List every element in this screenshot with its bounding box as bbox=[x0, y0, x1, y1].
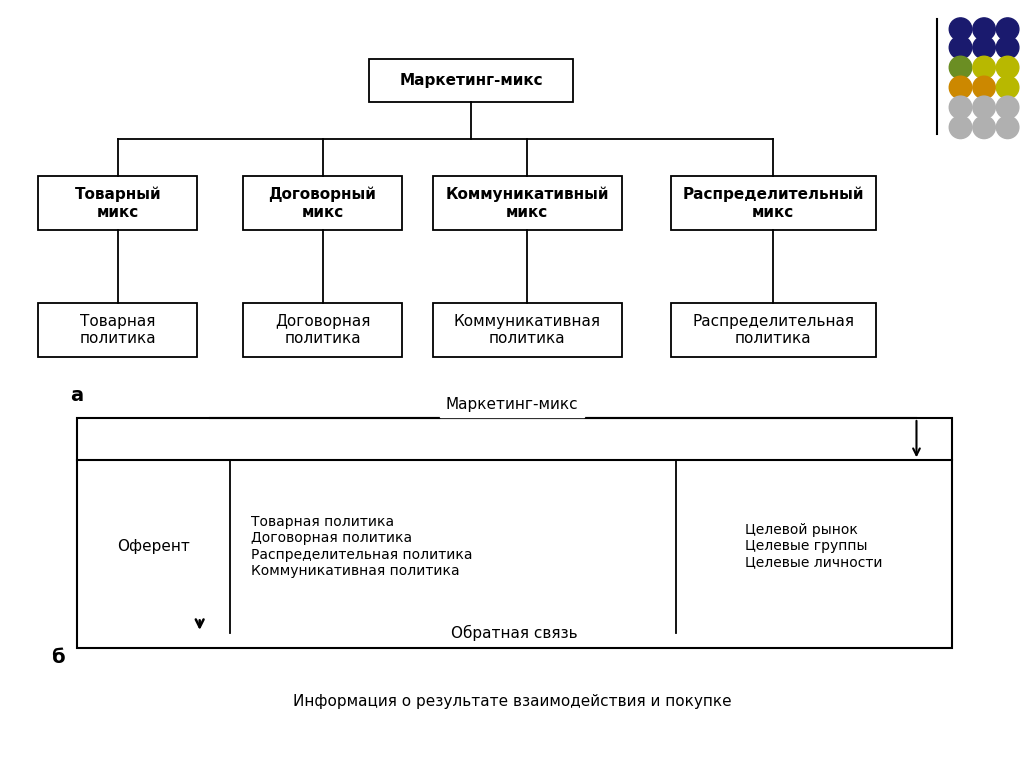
Text: б: б bbox=[51, 648, 66, 667]
Text: Коммуникативная
политика: Коммуникативная политика bbox=[454, 314, 601, 346]
Ellipse shape bbox=[949, 56, 972, 79]
FancyBboxPatch shape bbox=[671, 303, 876, 357]
Ellipse shape bbox=[949, 76, 972, 99]
Text: Информация о результате взаимодействия и покупке: Информация о результате взаимодействия и… bbox=[293, 694, 731, 709]
Text: Договорный
микс: Договорный микс bbox=[268, 187, 377, 219]
Text: Распределительная
политика: Распределительная политика bbox=[692, 314, 854, 346]
Ellipse shape bbox=[996, 116, 1019, 139]
Text: Товарная
политика: Товарная политика bbox=[80, 314, 156, 346]
Ellipse shape bbox=[973, 76, 995, 99]
Ellipse shape bbox=[996, 36, 1019, 59]
Ellipse shape bbox=[949, 116, 972, 139]
Text: а: а bbox=[71, 386, 83, 404]
Ellipse shape bbox=[996, 96, 1019, 119]
Text: Обратная связь: Обратная связь bbox=[452, 624, 578, 641]
Text: Коммуникативный
микс: Коммуникативный микс bbox=[445, 187, 609, 219]
FancyBboxPatch shape bbox=[432, 176, 622, 230]
Ellipse shape bbox=[973, 56, 995, 79]
FancyBboxPatch shape bbox=[671, 176, 876, 230]
Text: Распределительный
микс: Распределительный микс bbox=[682, 187, 864, 219]
Ellipse shape bbox=[949, 96, 972, 119]
Text: Маркетинг-микс: Маркетинг-микс bbox=[399, 73, 543, 88]
Text: Договорная
политика: Договорная политика bbox=[274, 314, 371, 346]
FancyBboxPatch shape bbox=[244, 303, 401, 357]
Text: Товарный
микс: Товарный микс bbox=[75, 187, 161, 219]
FancyBboxPatch shape bbox=[244, 176, 401, 230]
Text: Оферент: Оферент bbox=[117, 539, 190, 554]
Ellipse shape bbox=[996, 56, 1019, 79]
Ellipse shape bbox=[973, 96, 995, 119]
Ellipse shape bbox=[949, 18, 972, 41]
FancyBboxPatch shape bbox=[39, 303, 197, 357]
Ellipse shape bbox=[949, 36, 972, 59]
Ellipse shape bbox=[973, 116, 995, 139]
FancyBboxPatch shape bbox=[369, 59, 573, 101]
Ellipse shape bbox=[996, 18, 1019, 41]
Text: Маркетинг-микс: Маркетинг-микс bbox=[445, 397, 579, 412]
Text: Целевой рынок
Целевые группы
Целевые личности: Целевой рынок Целевые группы Целевые лич… bbox=[745, 523, 883, 570]
Ellipse shape bbox=[973, 36, 995, 59]
FancyBboxPatch shape bbox=[77, 418, 952, 648]
FancyBboxPatch shape bbox=[432, 303, 622, 357]
Text: Товарная политика
Договорная политика
Распределительная политика
Коммуникативная: Товарная политика Договорная политика Ра… bbox=[251, 515, 472, 578]
Ellipse shape bbox=[996, 76, 1019, 99]
Ellipse shape bbox=[973, 18, 995, 41]
FancyBboxPatch shape bbox=[39, 176, 197, 230]
